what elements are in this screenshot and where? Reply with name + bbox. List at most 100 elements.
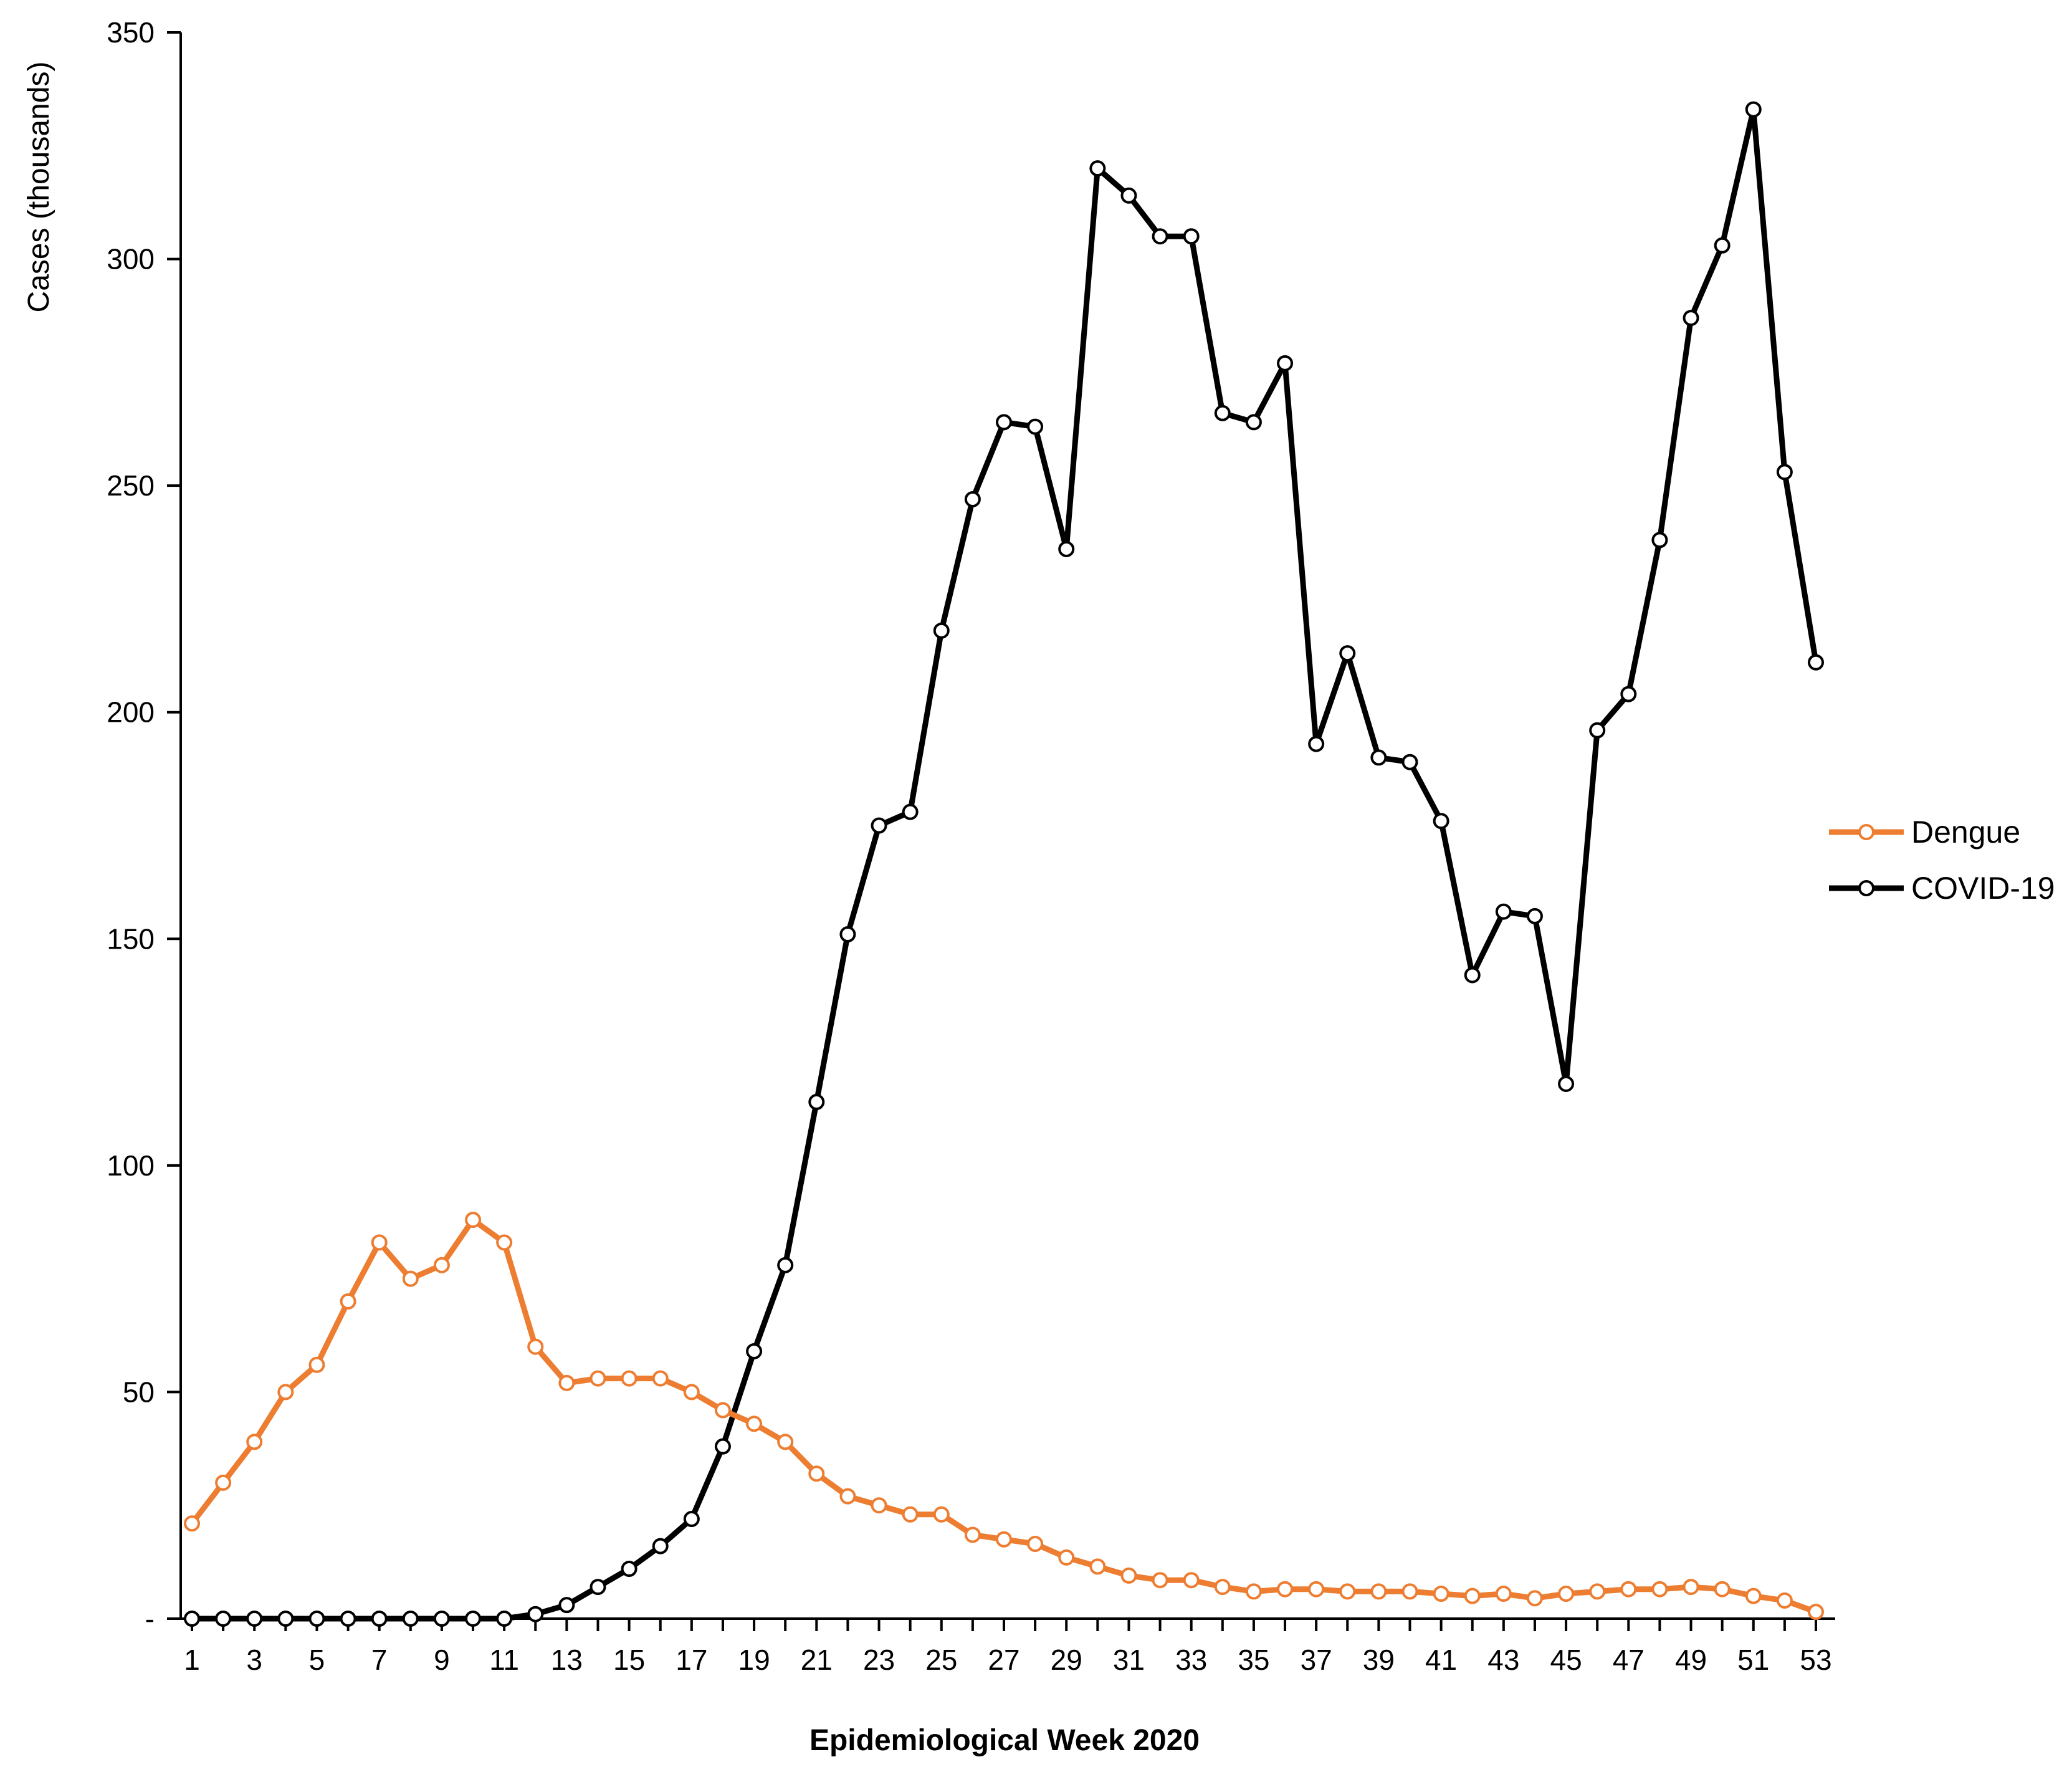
data-point-dengue xyxy=(340,1293,356,1310)
x-tick-label: 27 xyxy=(988,1644,1019,1676)
data-point-dengue xyxy=(308,1356,325,1373)
x-tick-label: 53 xyxy=(1800,1644,1831,1676)
data-point-dengue xyxy=(246,1434,263,1450)
series-line-dengue xyxy=(189,1217,1819,1615)
y-tick-label: 50 xyxy=(123,1376,155,1408)
x-tick-label: 41 xyxy=(1425,1644,1457,1676)
data-point-dengue xyxy=(465,1212,482,1228)
data-point-dengue xyxy=(1745,1587,1762,1604)
data-point-dengue xyxy=(1027,1536,1044,1553)
series-covid-19 xyxy=(184,101,1824,1627)
data-point-covid-19 xyxy=(1808,654,1824,671)
y-tick-label: 100 xyxy=(107,1149,155,1182)
x-tick-label: 7 xyxy=(371,1644,388,1676)
data-point-dengue xyxy=(433,1257,450,1273)
data-point-covid-19 xyxy=(1745,101,1762,118)
data-point-covid-19 xyxy=(1558,1075,1575,1092)
data-point-covid-19 xyxy=(1120,187,1137,204)
x-tick-label: 9 xyxy=(434,1644,450,1676)
data-point-covid-19 xyxy=(621,1561,637,1578)
legend-label: Dengue xyxy=(1911,815,2020,850)
data-point-dengue xyxy=(1277,1581,1294,1597)
data-point-dengue xyxy=(184,1515,200,1532)
data-point-covid-19 xyxy=(465,1611,482,1627)
data-point-dengue xyxy=(215,1474,232,1491)
x-tick-label: 3 xyxy=(246,1644,262,1676)
data-point-covid-19 xyxy=(1589,722,1606,739)
y-tick-label: - xyxy=(145,1602,155,1635)
x-tick-label: 49 xyxy=(1675,1644,1707,1676)
data-point-dengue xyxy=(1058,1549,1075,1566)
data-point-covid-19 xyxy=(839,926,856,943)
data-point-dengue xyxy=(714,1402,731,1419)
data-point-dengue xyxy=(1120,1567,1137,1584)
series-layer xyxy=(184,101,1824,1627)
data-point-covid-19 xyxy=(964,491,981,507)
y-tick-label: 300 xyxy=(107,243,155,275)
data-point-covid-19 xyxy=(558,1597,575,1614)
data-point-covid-19 xyxy=(652,1538,669,1554)
data-point-dengue xyxy=(871,1497,887,1514)
y-tick-label: 200 xyxy=(107,696,155,729)
data-point-dengue xyxy=(1339,1583,1356,1600)
x-tick-label: 5 xyxy=(309,1644,325,1676)
data-point-covid-19 xyxy=(1214,405,1231,421)
x-tick-label: 29 xyxy=(1051,1644,1082,1676)
x-tick-label: 13 xyxy=(551,1644,583,1676)
data-point-covid-19 xyxy=(277,1611,294,1627)
data-point-covid-19 xyxy=(1089,160,1106,177)
data-point-dengue xyxy=(808,1465,825,1482)
data-point-dengue xyxy=(964,1526,981,1543)
data-point-dengue xyxy=(839,1488,856,1505)
data-point-covid-19 xyxy=(527,1606,544,1622)
y-tick-label: 350 xyxy=(107,16,155,49)
data-point-covid-19 xyxy=(1183,228,1200,245)
data-point-covid-19 xyxy=(1776,464,1793,481)
data-point-covid-19 xyxy=(1058,540,1075,557)
data-point-covid-19 xyxy=(996,414,1012,431)
x-tick-label: 37 xyxy=(1301,1644,1332,1676)
legend-swatch-marker xyxy=(1858,880,1874,896)
data-point-covid-19 xyxy=(433,1611,450,1627)
x-tick-label: 35 xyxy=(1238,1644,1269,1676)
data-point-dengue xyxy=(496,1234,513,1251)
x-tick-label: 21 xyxy=(801,1644,833,1676)
x-tick-label: 23 xyxy=(863,1644,895,1676)
data-point-dengue xyxy=(402,1270,419,1287)
data-point-covid-19 xyxy=(371,1611,388,1627)
data-point-dengue xyxy=(1183,1572,1200,1589)
data-point-dengue xyxy=(1683,1579,1699,1596)
data-point-dengue xyxy=(1714,1581,1731,1597)
data-point-covid-19 xyxy=(1651,532,1668,548)
y-tick-label: 250 xyxy=(107,469,155,502)
x-tick-label: 11 xyxy=(489,1644,519,1676)
data-point-covid-19 xyxy=(1027,418,1044,435)
data-point-covid-19 xyxy=(1526,907,1543,924)
data-point-dengue xyxy=(1464,1587,1481,1604)
data-point-dengue xyxy=(558,1374,575,1391)
data-point-dengue xyxy=(933,1506,950,1523)
data-point-dengue xyxy=(1152,1572,1168,1589)
data-point-covid-19 xyxy=(777,1257,794,1273)
x-tick-label: 31 xyxy=(1113,1644,1145,1676)
data-point-dengue xyxy=(1651,1581,1668,1597)
data-point-dengue xyxy=(1089,1558,1106,1575)
data-point-covid-19 xyxy=(215,1611,232,1627)
data-point-covid-19 xyxy=(933,622,950,639)
x-tick-label: 33 xyxy=(1175,1644,1207,1676)
data-point-dengue xyxy=(652,1370,669,1387)
data-point-covid-19 xyxy=(402,1611,419,1627)
data-point-dengue xyxy=(1620,1581,1637,1597)
x-tick-label: 15 xyxy=(613,1644,645,1676)
data-point-dengue xyxy=(1776,1592,1793,1609)
data-point-covid-19 xyxy=(184,1611,200,1627)
data-point-covid-19 xyxy=(1245,414,1262,431)
data-point-dengue xyxy=(371,1234,388,1251)
x-tick-label: 17 xyxy=(676,1644,707,1676)
data-point-dengue xyxy=(1370,1583,1387,1600)
data-point-dengue xyxy=(777,1434,794,1450)
data-point-covid-19 xyxy=(714,1438,731,1455)
